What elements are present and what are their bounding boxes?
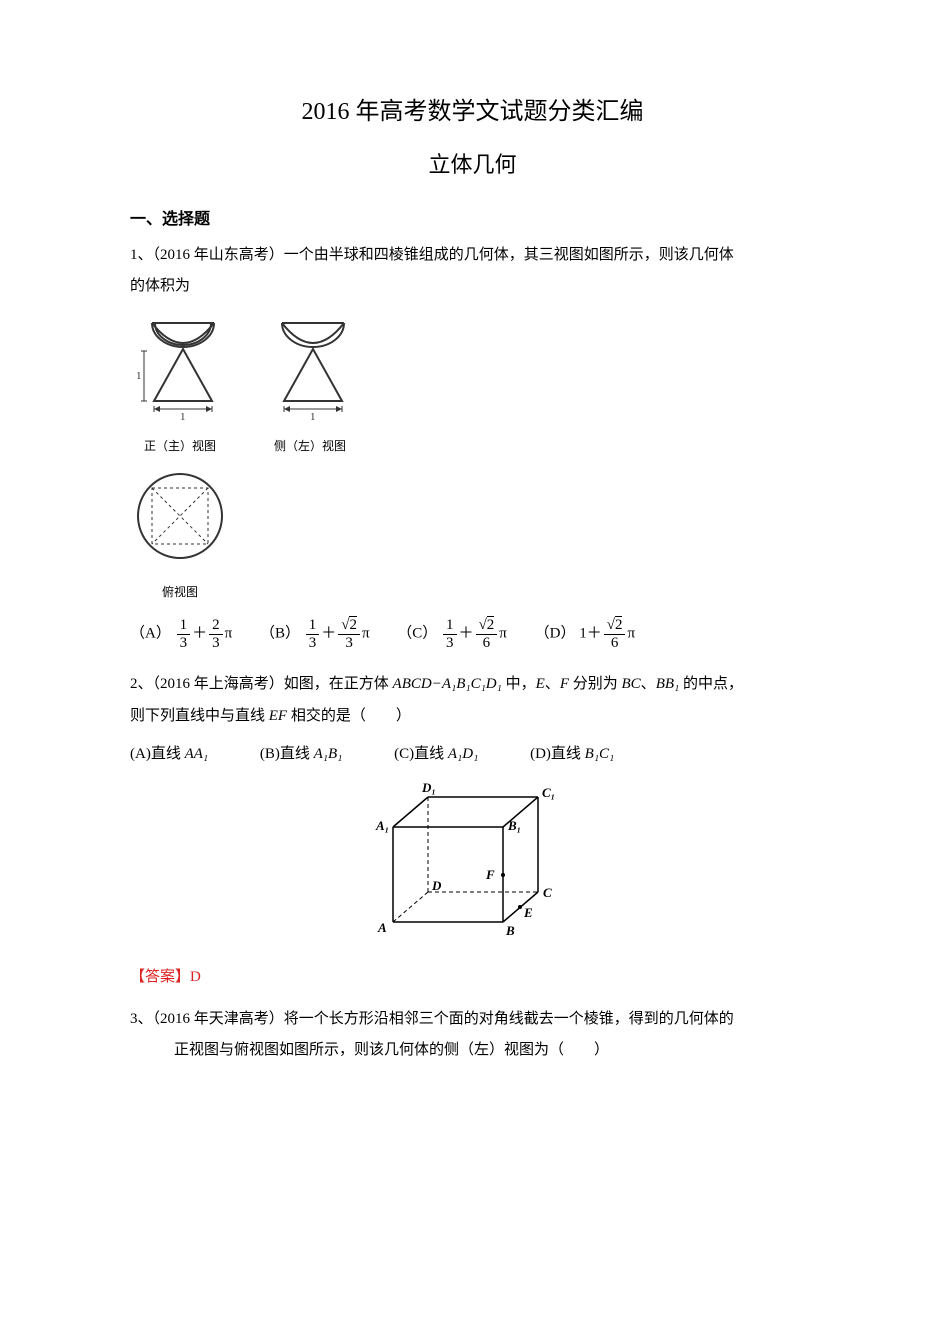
q2-number: 2、 <box>130 676 153 692</box>
q2-source: （2016 年上海高考） <box>153 676 284 692</box>
svg-text:D: D <box>431 878 442 893</box>
question-1: 1、（2016 年山东高考）一个由半球和四棱锥组成的几何体，其三视图如图所示，则… <box>130 240 815 272</box>
q2-options: (A)直线 AA₁ (B)直线 A₁B₁ (C)直线 A₁D₁ (D)直线 B₁… <box>130 740 815 769</box>
svg-text:C: C <box>543 885 552 900</box>
q1-side-view: 1 侧（左）视图 <box>260 313 360 458</box>
q2-option-c: (C)直线 A₁D₁ <box>394 746 478 762</box>
svg-text:C₁: C₁ <box>542 785 555 800</box>
top-view-svg <box>130 468 230 568</box>
svg-text:1: 1 <box>310 411 316 423</box>
svg-text:F: F <box>485 867 495 882</box>
q2-answer: 【答案】D <box>130 963 815 992</box>
answer-bracket: 【答案】 <box>130 969 190 985</box>
q2-option-b: (B)直线 A₁B₁ <box>260 746 343 762</box>
front-view-caption: 正（主）视图 <box>130 435 230 458</box>
q2-cube-diagram: D₁ C₁ A₁ B₁ D C A B E F <box>130 777 815 958</box>
cube-svg: D₁ C₁ A₁ B₁ D C A B E F <box>368 777 578 947</box>
q1-text-line2: 的体积为 <box>130 271 815 303</box>
q1-option-d: （D） 1＋√26π <box>535 617 635 651</box>
svg-text:E: E <box>523 905 533 920</box>
top-view-caption: 俯视图 <box>130 581 230 604</box>
q1-text-line1: 一个由半球和四棱锥组成的几何体，其三视图如图所示，则该几何体 <box>284 247 734 263</box>
question-2-line1: 2、（2016 年上海高考）如图，在正方体 ABCD−A₁B₁C₁D₁ 中，E、… <box>130 669 815 701</box>
svg-text:D₁: D₁ <box>421 780 436 795</box>
q1-views-row: 1 1 正（主）视图 1 侧（左）视图 <box>130 313 815 458</box>
svg-text:A₁: A₁ <box>375 818 389 833</box>
answer-letter: D <box>190 969 201 985</box>
page-title: 2016 年高考数学文试题分类汇编 <box>130 90 815 136</box>
question-3-line1: 3、（2016 年天津高考）将一个长方形沿相邻三个面的对角线截去一个棱锥，得到的… <box>130 1004 815 1036</box>
q1-source: （2016 年山东高考） <box>153 247 284 263</box>
svg-text:1: 1 <box>180 411 186 423</box>
svg-text:1: 1 <box>136 370 142 382</box>
q1-option-a: （A） 13＋23π <box>130 617 232 651</box>
front-view-svg: 1 1 <box>130 313 230 423</box>
q1-top-view-row: 俯视图 <box>130 468 815 603</box>
q3-number: 3、 <box>130 1011 153 1027</box>
page-subtitle: 立体几何 <box>130 144 815 186</box>
section-heading: 一、选择题 <box>130 205 815 235</box>
question-2-line2: 则下列直线中与直线 EF 相交的是（ ） <box>130 701 815 733</box>
svg-text:B: B <box>505 923 515 938</box>
q3-source: （2016 年天津高考） <box>153 1011 284 1027</box>
q2-option-d: (D)直线 B₁C₁ <box>530 746 614 762</box>
q2-option-a: (A)直线 AA₁ <box>130 746 208 762</box>
q1-option-b: （B） 13＋√23π <box>260 617 370 651</box>
question-3-line2: 正视图与俯视图如图所示，则该几何体的侧（左）视图为（ ） <box>130 1035 815 1067</box>
svg-text:A: A <box>377 920 387 935</box>
q1-options: （A） 13＋23π （B） 13＋√23π （C） 13＋√26π （D） 1… <box>130 617 815 651</box>
q1-number: 1、 <box>130 247 153 263</box>
side-view-caption: 侧（左）视图 <box>260 435 360 458</box>
svg-text:B₁: B₁ <box>507 818 521 833</box>
q1-front-view: 1 1 正（主）视图 <box>130 313 230 458</box>
q1-option-c: （C） 13＋√26π <box>397 617 507 651</box>
side-view-svg: 1 <box>260 313 360 423</box>
